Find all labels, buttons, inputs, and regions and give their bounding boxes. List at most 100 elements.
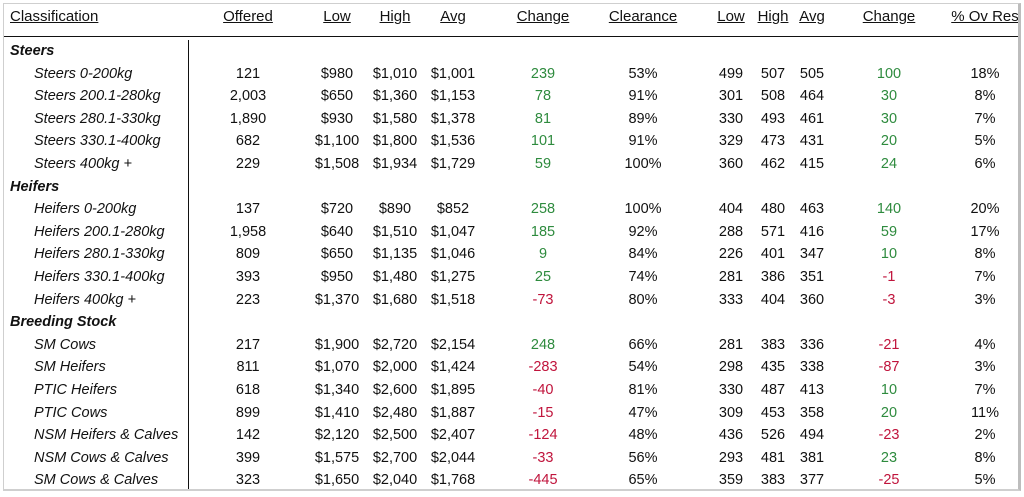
table-row: Steers 200.1-280kg 2,003 $650 $1,360 $1,153 7… <box>4 85 1018 108</box>
low-per-kg-cell: 360 <box>718 156 744 172</box>
classification-cell: Heifers 280.1-330kg <box>34 246 165 263</box>
avg-per-kg-cell: 431 <box>799 133 825 150</box>
offered-cell: 899 <box>235 404 261 421</box>
change-per-kg-cell: 24 <box>880 156 898 172</box>
ovres-cell: 3% <box>974 291 996 308</box>
header-avg: Avg <box>440 8 466 25</box>
clearance-cell: 91% <box>628 88 658 105</box>
header-classification: Classification <box>10 8 99 25</box>
low-cell: $650 <box>320 246 354 263</box>
low-per-kg-cell: 404 <box>718 201 744 218</box>
high-cell: $2,700 <box>372 449 418 466</box>
avg-per-kg-cell: 381 <box>799 449 825 466</box>
ovres-cell: 17% <box>970 223 1000 240</box>
classification-cell: Steers 0-200kg <box>34 65 133 82</box>
high-per-kg-cell: 462 <box>760 156 786 172</box>
ovres-cell: 5% <box>974 472 996 489</box>
high-cell: $2,480 <box>372 404 418 421</box>
offered-cell: 142 <box>235 427 261 444</box>
classification-cell: Heifers 400kg + <box>34 291 136 308</box>
header-row: Classification Offered Low High Avg Chan… <box>4 4 1018 37</box>
ovres-cell: 3% <box>974 359 996 376</box>
low-cell: $640 <box>320 223 354 240</box>
change-per-kg-cell: 100 <box>876 65 902 82</box>
avg-cell: $1,729 <box>430 156 476 172</box>
change-cell: 59 <box>534 156 552 172</box>
low-per-kg-cell: 333 <box>718 291 744 308</box>
low-cell: $1,650 <box>314 472 360 489</box>
clearance-cell: 92% <box>628 223 658 240</box>
ovres-cell: 18% <box>970 65 1000 82</box>
avg-per-kg-cell: 461 <box>799 110 825 127</box>
offered-cell: 137 <box>235 201 261 218</box>
high-cell: $2,720 <box>372 336 418 353</box>
avg-cell: $852 <box>436 201 470 218</box>
low-cell: $1,410 <box>314 404 360 421</box>
change-per-kg-cell: -87 <box>878 359 900 376</box>
ovres-cell: 20% <box>970 201 1000 218</box>
avg-cell: $1,536 <box>430 133 476 150</box>
change-per-kg-cell: 30 <box>880 88 898 105</box>
table-row: Heifers 330.1-400kg 393 $950 $1,480 $1,275 25… <box>4 266 1018 289</box>
low-per-kg-cell: 288 <box>718 223 744 240</box>
header-over-reserve: % Ov Res <box>951 8 1019 25</box>
clearance-cell: 47% <box>628 404 658 421</box>
table-row: SM Cows 217 $1,900 $2,720 $2,154 248 66% 281 383… <box>4 334 1018 357</box>
avg-cell: $1,378 <box>430 110 476 127</box>
high-per-kg-cell: 487 <box>760 382 786 398</box>
table-row: NSM Heifers & Calves 142 $2,120 $2,500 $2,40… <box>4 424 1018 447</box>
avg-cell: $2,044 <box>430 449 476 466</box>
ovres-cell: 7% <box>974 110 996 127</box>
high-cell: $2,600 <box>372 382 418 398</box>
low-cell: $980 <box>320 65 354 82</box>
classification-cell: NSM Cows & Calves <box>34 449 169 466</box>
ovres-cell: 5% <box>974 133 996 150</box>
header-high: High <box>379 8 411 25</box>
change-cell: 239 <box>530 65 556 82</box>
clearance-cell: 91% <box>628 133 658 150</box>
low-per-kg-cell: 309 <box>718 404 744 421</box>
header-change-per-kg: Change <box>862 8 916 25</box>
low-per-kg-cell: 301 <box>718 88 744 105</box>
high-per-kg-cell: 526 <box>760 427 786 444</box>
high-cell: $890 <box>378 201 412 218</box>
offered-cell: 618 <box>235 382 261 398</box>
low-cell: $1,508 <box>314 156 360 172</box>
group-header-row: Heifers <box>4 176 1018 199</box>
table-row: Heifers 0-200kg 137 $720 $890 $852 258 100% 404… <box>4 198 1018 221</box>
high-cell: $1,510 <box>372 223 418 240</box>
low-per-kg-cell: 298 <box>718 359 744 376</box>
low-per-kg-cell: 499 <box>718 65 744 82</box>
high-per-kg-cell: 481 <box>760 449 786 466</box>
offered-cell: 121 <box>235 65 261 82</box>
table-row: Steers 330.1-400kg 682 $1,100 $1,800 $1,536 1… <box>4 130 1018 153</box>
avg-cell: $1,518 <box>430 291 476 308</box>
clearance-cell: 89% <box>628 110 658 127</box>
low-cell: $1,370 <box>314 291 360 308</box>
clearance-cell: 56% <box>628 449 658 466</box>
ovres-cell: 8% <box>974 449 996 466</box>
change-cell: -283 <box>528 359 558 376</box>
avg-per-kg-cell: 347 <box>799 246 825 263</box>
avg-per-kg-cell: 377 <box>799 472 825 489</box>
change-per-kg-cell: 59 <box>880 223 898 240</box>
classification-cell: Steers 330.1-400kg <box>34 133 161 150</box>
avg-cell: $1,046 <box>430 246 476 263</box>
table-row: SM Heifers 811 $1,070 $2,000 $1,424 -283 54% 29… <box>4 356 1018 379</box>
clearance-cell: 65% <box>628 472 658 489</box>
low-per-kg-cell: 226 <box>718 246 744 263</box>
change-per-kg-cell: 10 <box>880 382 898 398</box>
high-cell: $1,800 <box>372 133 418 150</box>
header-avg-per-kg: Avg <box>799 8 825 25</box>
classification-cell: Heifers 200.1-280kg <box>34 223 165 240</box>
ovres-cell: 11% <box>971 404 999 421</box>
low-cell: $650 <box>320 88 354 105</box>
offered-cell: 217 <box>235 336 261 353</box>
avg-per-kg-cell: 360 <box>799 291 825 308</box>
avg-cell: $1,895 <box>430 382 476 398</box>
high-cell: $1,360 <box>372 88 418 105</box>
ovres-cell: 6% <box>974 156 996 172</box>
high-per-kg-cell: 383 <box>760 336 786 353</box>
change-cell: 185 <box>530 223 556 240</box>
avg-cell: $2,407 <box>430 427 476 444</box>
